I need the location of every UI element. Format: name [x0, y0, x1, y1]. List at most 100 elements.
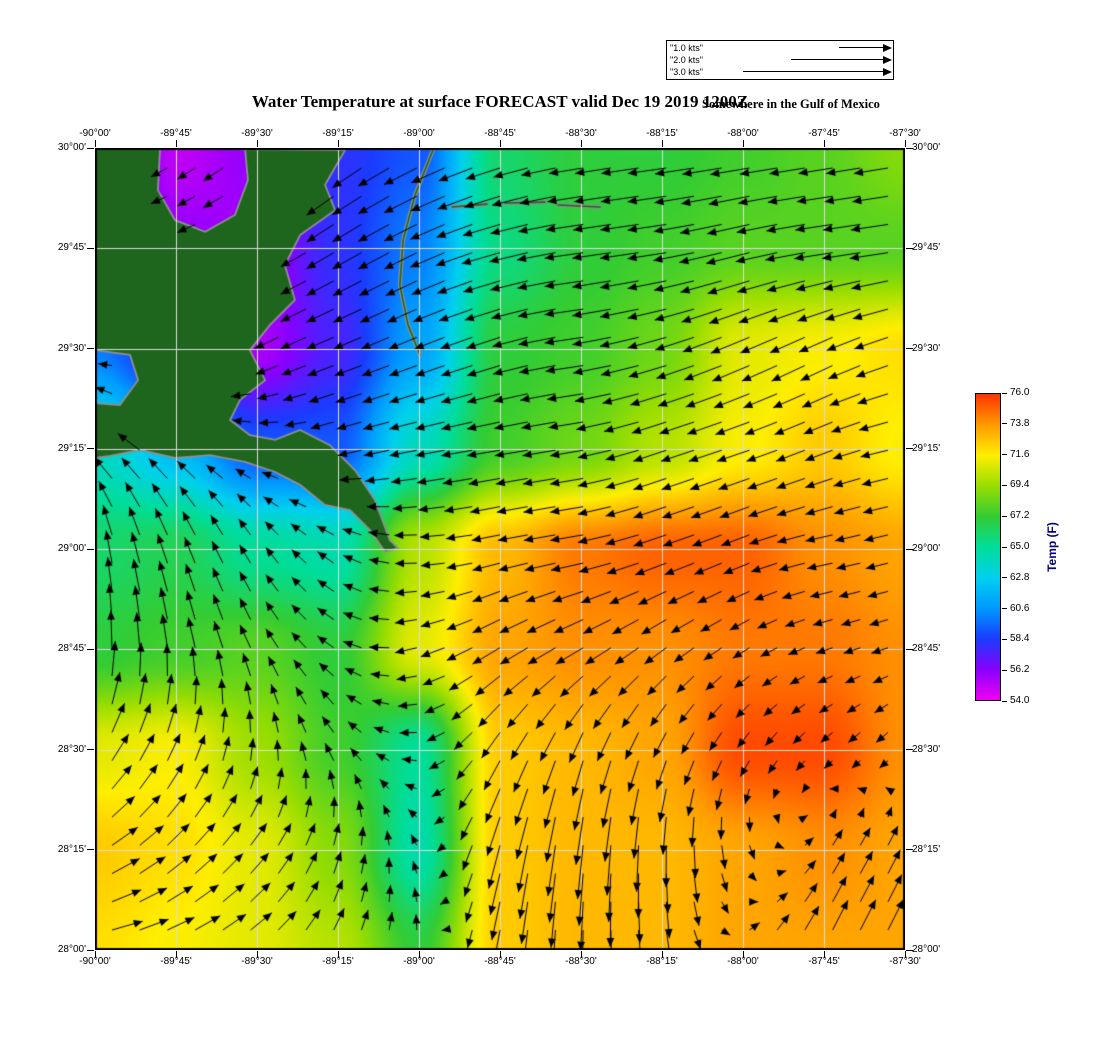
x-axis-tick-label: -87°30': [889, 128, 921, 139]
colorbar-tick-label: 65.0: [1010, 541, 1030, 552]
axis-tick: [823, 951, 825, 958]
y-axis-tick-label: 28°00': [912, 944, 941, 955]
axis-tick: [87, 448, 94, 450]
y-axis-tick-label: 30°00': [912, 142, 941, 153]
axis-tick: [418, 951, 420, 958]
colorbar-tick-label: 73.8: [1010, 417, 1030, 429]
x-axis-tick-label: -89°00': [403, 956, 435, 967]
colorbar-tick: [1002, 608, 1007, 610]
colorbar-tick: [1002, 669, 1007, 671]
y-axis-tick-label: 29°30': [912, 342, 941, 354]
axis-tick: [499, 140, 501, 147]
axis-tick: [175, 951, 177, 958]
y-axis-tick-label: 28°30': [57, 743, 86, 755]
colorbar-tick-label: 60.6: [1010, 602, 1030, 614]
axis-tick: [906, 849, 913, 851]
axis-tick: [256, 140, 258, 147]
axis-tick: [906, 949, 913, 951]
axis-tick: [256, 951, 258, 958]
axis-tick: [904, 140, 906, 147]
x-axis-tick-label: -88°45': [484, 956, 516, 967]
y-axis-tick-label: 30°00': [57, 142, 86, 153]
axis-tick: [823, 140, 825, 147]
y-axis-tick-label: 28°00': [57, 944, 86, 955]
x-axis-tick-label: -88°15': [646, 128, 678, 139]
x-axis-tick-label: -88°45': [484, 128, 516, 139]
chart-title: Water Temperature at surface FORECAST va…: [251, 92, 749, 111]
velocity-arrow-line: [839, 47, 887, 49]
axis-tick: [906, 448, 913, 450]
velocity-legend-label: "3.0 kts": [670, 67, 703, 77]
x-axis-tick-label: -90°00': [79, 128, 111, 139]
colorbar-tick-label: 71.6: [1010, 448, 1030, 460]
y-axis-tick-label: 28°15': [57, 843, 86, 855]
axis-tick: [904, 951, 906, 958]
axis-tick: [87, 348, 94, 349]
axis-tick: [94, 951, 96, 958]
axis-tick: [418, 140, 420, 147]
axis-tick: [906, 348, 913, 349]
velocity-legend-row: "3.0 kts": [667, 66, 893, 78]
velocity-arrow-head-icon: [883, 56, 892, 64]
y-axis-tick-label: 29°15': [57, 442, 86, 454]
velocity-arrow-head-icon: [883, 68, 892, 76]
colorbar-tick: [1002, 484, 1007, 486]
x-axis-tick-label: -88°00': [727, 956, 759, 967]
colorbar-tick: [1002, 700, 1007, 702]
colorbar-tick-label: 62.8: [1010, 571, 1030, 583]
axis-tick: [580, 951, 582, 958]
velocity-arrow-line: [791, 59, 887, 61]
velocity-legend-row: "2.0 kts": [667, 54, 893, 66]
colorbar-tick: [1002, 423, 1007, 425]
axis-tick: [87, 147, 94, 149]
axis-tick: [906, 247, 913, 249]
axis-tick: [661, 951, 663, 958]
x-axis-tick-label: -89°45': [160, 128, 192, 139]
y-axis-tick-label: 28°30': [912, 743, 941, 755]
axis-tick: [94, 140, 96, 147]
x-axis-tick-label: -89°30': [241, 956, 273, 967]
x-axis-tick-label: -89°30': [241, 128, 273, 139]
axis-tick: [906, 147, 913, 149]
y-axis-tick-label: 28°45': [912, 643, 941, 655]
x-axis-tick-label: -89°15': [322, 128, 354, 139]
axis-tick: [87, 949, 94, 951]
y-axis-tick-label: 29°30': [57, 342, 86, 354]
colorbar-tick-label: 67.2: [1010, 510, 1030, 522]
chart-subtitle: Somewhere in the Gulf of Mexico: [702, 97, 880, 111]
velocity-arrow-head-icon: [883, 44, 892, 52]
colorbar-tick-label: 69.4: [1010, 479, 1030, 491]
colorbar-tick: [1002, 577, 1007, 579]
axis-tick: [742, 140, 744, 147]
y-axis-tick-label: 29°45': [57, 242, 86, 254]
colorbar-tick: [1002, 454, 1007, 456]
velocity-legend-label: "2.0 kts": [670, 55, 703, 65]
y-axis-tick-label: 28°45': [57, 643, 86, 655]
y-axis-tick-label: 28°15': [912, 843, 941, 855]
colorbar-tick-label: 54.0: [1010, 695, 1030, 706]
colorbar-gradient: [975, 393, 1001, 701]
x-axis-tick-label: -88°30': [565, 956, 597, 967]
x-axis-tick-label: -87°30': [889, 956, 921, 967]
x-axis-tick-label: -89°00': [403, 128, 435, 139]
x-axis-tick-label: -89°15': [322, 956, 354, 967]
axis-tick: [906, 648, 913, 650]
axis-tick: [906, 749, 913, 750]
axis-tick: [742, 951, 744, 958]
x-axis-tick-label: -88°00': [727, 128, 759, 139]
x-axis-tick-label: -88°30': [565, 128, 597, 139]
x-axis-tick-label: -87°45': [808, 956, 840, 967]
velocity-arrow-line: [743, 71, 887, 73]
x-axis-tick-label: -88°15': [646, 956, 678, 967]
axis-tick: [337, 951, 339, 958]
colorbar-tick: [1002, 546, 1007, 548]
colorbar-tick: [1002, 515, 1007, 517]
colorbar-label: Temp (F): [1045, 522, 1059, 572]
velocity-legend: "1.0 kts" "2.0 kts" "3.0 kts": [666, 40, 894, 80]
axis-tick: [580, 140, 582, 147]
temperature-map-canvas: [95, 148, 905, 950]
axis-tick: [87, 849, 94, 851]
y-axis-tick-label: 29°15': [912, 442, 941, 454]
y-axis-tick-label: 29°00': [912, 543, 941, 554]
